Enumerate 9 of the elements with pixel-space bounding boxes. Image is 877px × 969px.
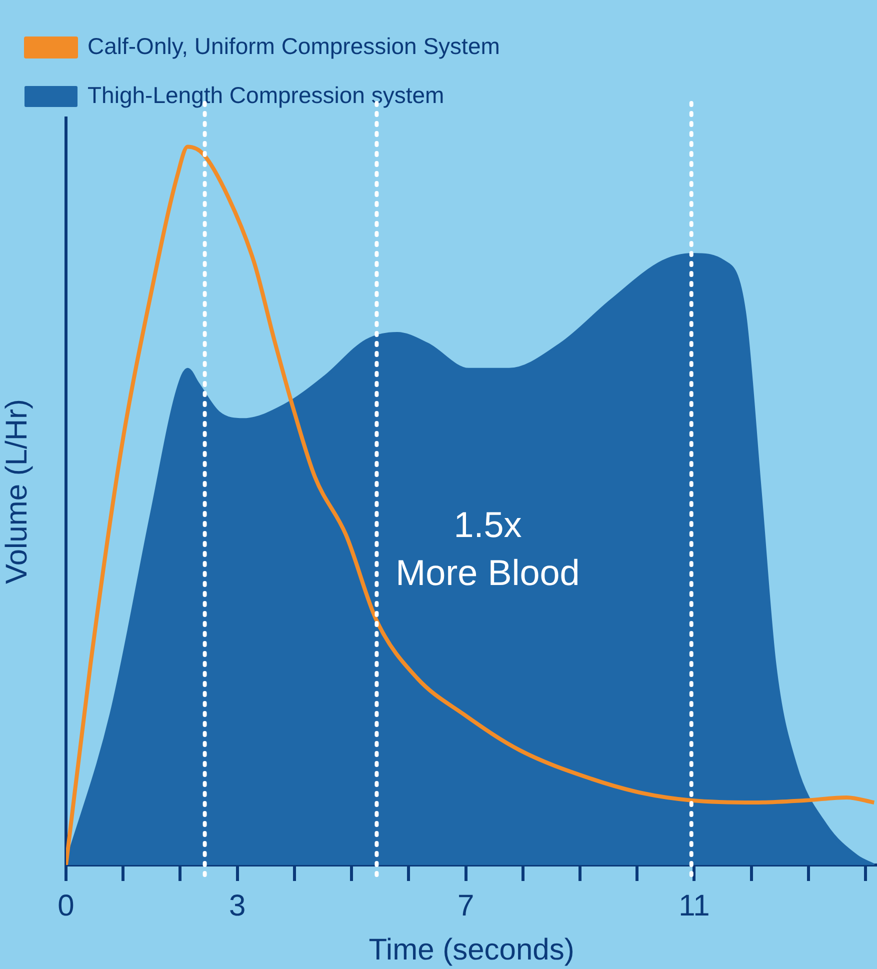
x-axis-title: Time (seconds) [368,933,574,966]
x-tick-label: 11 [678,889,710,922]
x-tick-label: 7 [457,889,474,922]
legend-label: Thigh-Length Compression system [88,82,444,108]
legend-label: Calf-Only, Uniform Compression System [88,32,500,59]
x-tick-label: 0 [58,889,74,922]
annotation: 1.5x More Blood [396,504,580,594]
y-axis-title: Volume (L/Hr) [0,398,34,584]
x-tick-label: 3 [228,889,246,922]
